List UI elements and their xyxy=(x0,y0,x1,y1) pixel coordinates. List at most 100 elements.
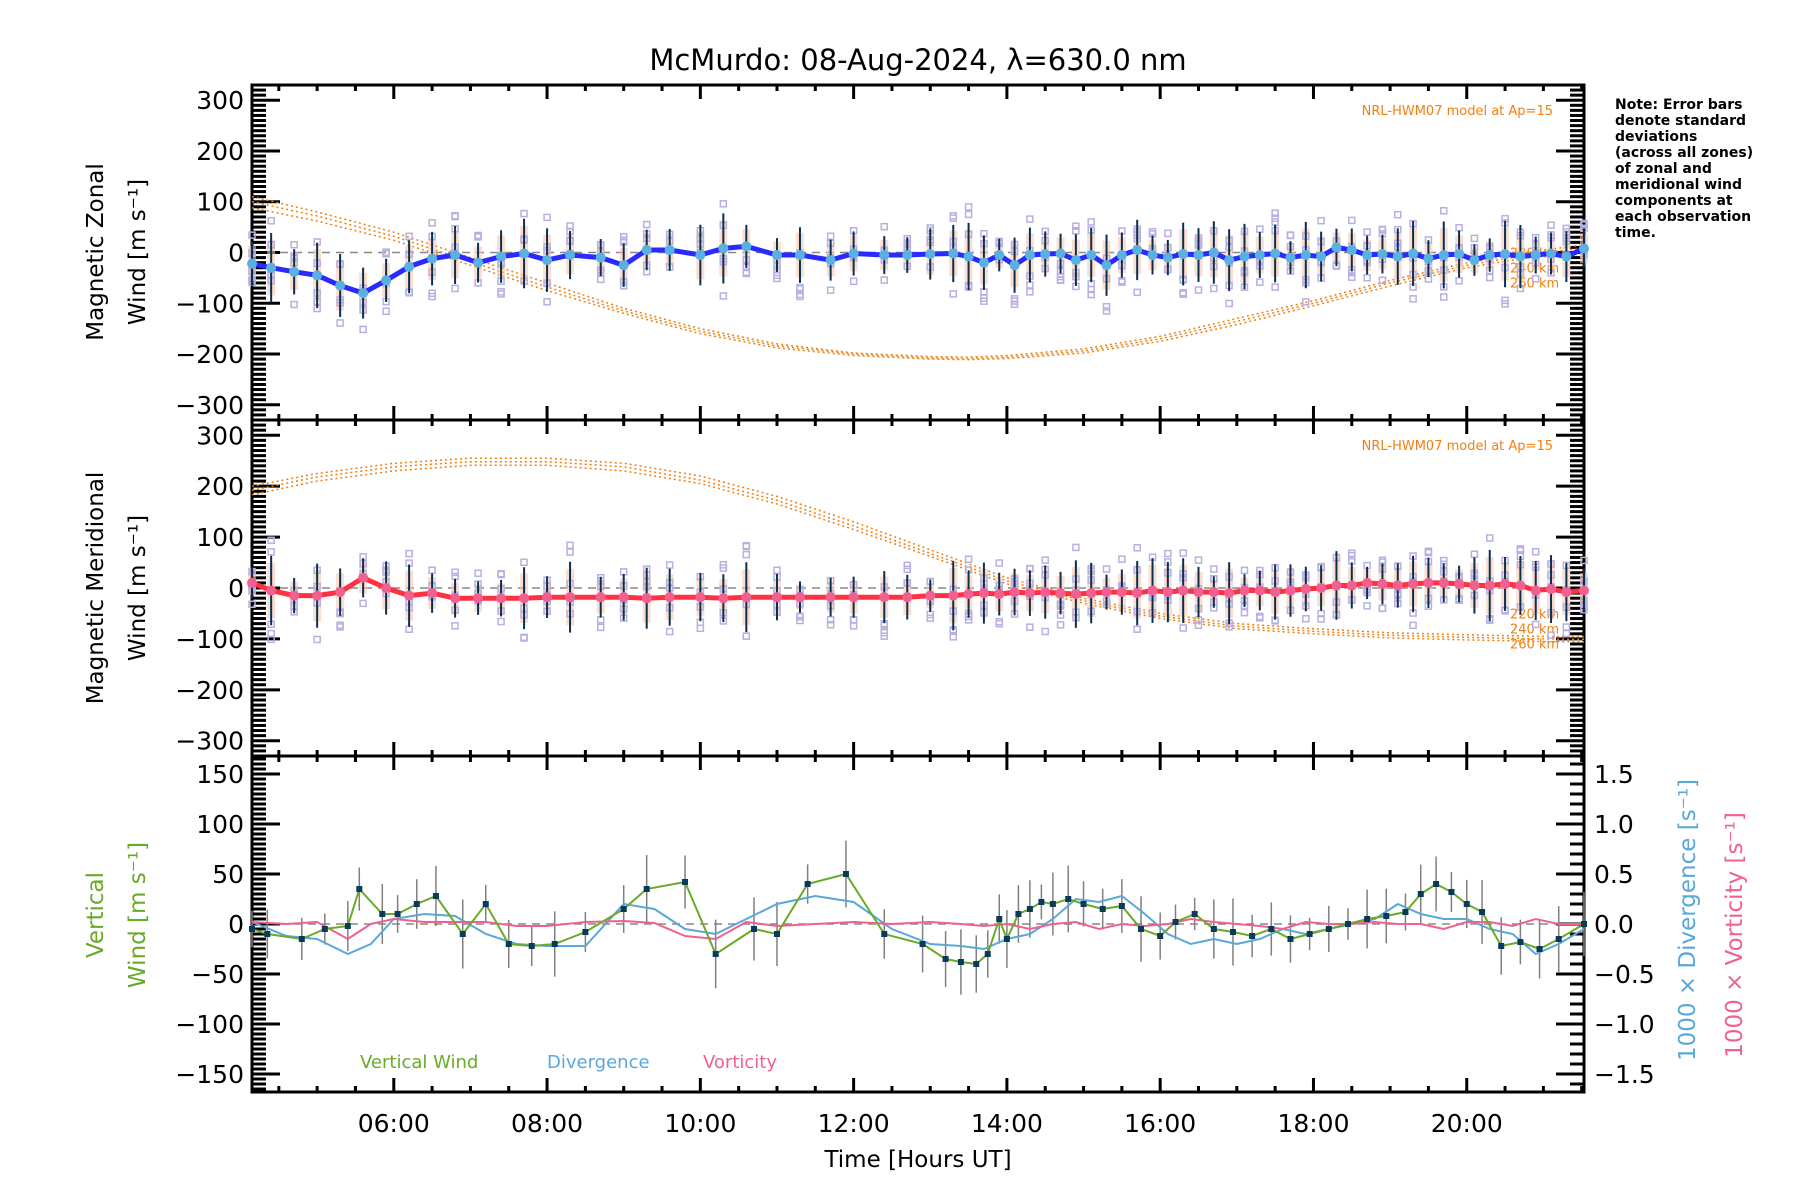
zone-point xyxy=(566,548,574,556)
zone-point xyxy=(1118,277,1126,285)
vertical-wind-point xyxy=(1138,926,1145,932)
zone-point xyxy=(665,561,674,569)
meridional-panel: 300 200 100 0 −100 −200 −300 NRL-HWM07 model at… xyxy=(175,418,1589,758)
zone-point xyxy=(248,231,256,239)
y-tick-label: 100 xyxy=(196,810,244,839)
zone-point xyxy=(1102,307,1111,315)
note-line: of zonal and xyxy=(1615,161,1712,177)
vertical-wind-point xyxy=(1157,933,1164,939)
zone-point xyxy=(405,625,413,633)
y-tick-label: 200 xyxy=(196,472,244,501)
zone-point xyxy=(1164,229,1172,238)
data-point xyxy=(1086,588,1097,599)
y2-tick-label: −1.5 xyxy=(1594,1060,1655,1089)
zone-point xyxy=(1256,225,1264,233)
model-label: NRL-HWM07 model at Ap=15 xyxy=(1362,104,1553,119)
zone-point xyxy=(1378,556,1387,565)
note-line: meridional wind xyxy=(1615,177,1742,193)
zone-point xyxy=(1455,277,1463,285)
data-point xyxy=(404,261,415,272)
zone-point xyxy=(1118,555,1126,563)
zone-point xyxy=(1210,565,1218,573)
data-point xyxy=(1316,583,1327,593)
y-tick-label: 50 xyxy=(212,860,244,889)
y2-tick-label: 1.0 xyxy=(1594,810,1634,839)
zone-point xyxy=(543,213,551,222)
data-point xyxy=(335,587,346,598)
vertical-wind-point xyxy=(1463,901,1470,907)
zone-point xyxy=(1056,621,1065,629)
vertical-wind-point xyxy=(804,881,811,887)
vertical-wind-point xyxy=(1118,903,1125,909)
data-point xyxy=(450,593,461,604)
vertical-wind-point xyxy=(1065,896,1072,902)
vertical-wind-point xyxy=(1229,929,1236,935)
vertical-panel: 150 100 50 0 −50 −100 −150 1.5 1.0 0.5 0.0 −0.5 −1.0… xyxy=(175,754,1655,1138)
data-point xyxy=(565,592,576,603)
data-point xyxy=(335,280,346,291)
y-tick-label: 0 xyxy=(228,574,244,603)
vertical-wind-point xyxy=(1172,919,1179,925)
zone-point xyxy=(451,568,459,577)
zone-point xyxy=(980,294,988,302)
vertical-wind-point xyxy=(551,941,558,947)
data-point xyxy=(1530,585,1541,596)
vertical-wind-point xyxy=(1581,921,1587,927)
vertical-wind-point xyxy=(482,901,489,907)
model-curve-220km xyxy=(251,457,1585,638)
zone-point xyxy=(1164,549,1172,558)
zone-point xyxy=(1271,209,1279,217)
zone-point xyxy=(520,633,528,642)
vertical-wind-point xyxy=(321,926,328,932)
legend-divergence: Divergence xyxy=(547,1052,650,1073)
vertical-wind-point xyxy=(505,941,512,947)
data-point xyxy=(427,253,438,264)
data-point xyxy=(1009,260,1020,271)
y-tick-label: 300 xyxy=(196,421,244,450)
zone-point xyxy=(826,232,835,241)
zone-point xyxy=(1026,281,1034,289)
zone-point xyxy=(742,268,751,277)
vertical-wind-point xyxy=(1249,933,1256,939)
zone-point xyxy=(1501,296,1509,305)
zone-point xyxy=(451,211,459,220)
vertical-wind-point xyxy=(1344,921,1351,927)
zone-point xyxy=(267,217,275,225)
vertical-wind-point xyxy=(620,906,627,912)
zone-point xyxy=(1072,227,1080,235)
vertical-wind-point xyxy=(379,911,386,917)
zone-point xyxy=(405,232,413,241)
zone-point xyxy=(796,290,804,299)
vertical-wind-point xyxy=(1555,936,1562,942)
vertical-wind-point xyxy=(1049,901,1056,907)
data-point xyxy=(664,244,675,255)
data-point xyxy=(978,588,989,599)
data-point xyxy=(473,593,484,604)
vertical-wind-point xyxy=(842,871,849,877)
data-point xyxy=(1101,260,1112,271)
data-point xyxy=(1009,587,1020,598)
note-line: deviations xyxy=(1615,129,1697,145)
zone-point xyxy=(995,619,1003,628)
note-line: denote standard xyxy=(1615,113,1746,129)
zone-point xyxy=(1363,273,1371,282)
data-point xyxy=(542,592,553,603)
y2-tick-label: 0.5 xyxy=(1594,860,1634,889)
y-tick-label: 100 xyxy=(196,523,244,552)
y-tick-label: 100 xyxy=(196,188,244,217)
data-point xyxy=(289,590,300,601)
data-point xyxy=(963,589,974,600)
zone-point xyxy=(1378,604,1387,612)
zone-point xyxy=(719,200,728,208)
note-line: components at xyxy=(1615,193,1733,209)
zone-point xyxy=(497,288,505,296)
data-point xyxy=(1500,249,1511,260)
zone-point xyxy=(1240,608,1249,617)
zone-point xyxy=(773,566,781,574)
data-point xyxy=(1070,255,1081,266)
x-axis-label: Time [Hours UT] xyxy=(823,1147,1011,1173)
vertical-wind-point xyxy=(1015,911,1022,917)
zone-point xyxy=(796,292,804,301)
data-point xyxy=(1454,249,1465,260)
x-tick-label: 16:00 xyxy=(1124,1109,1196,1138)
